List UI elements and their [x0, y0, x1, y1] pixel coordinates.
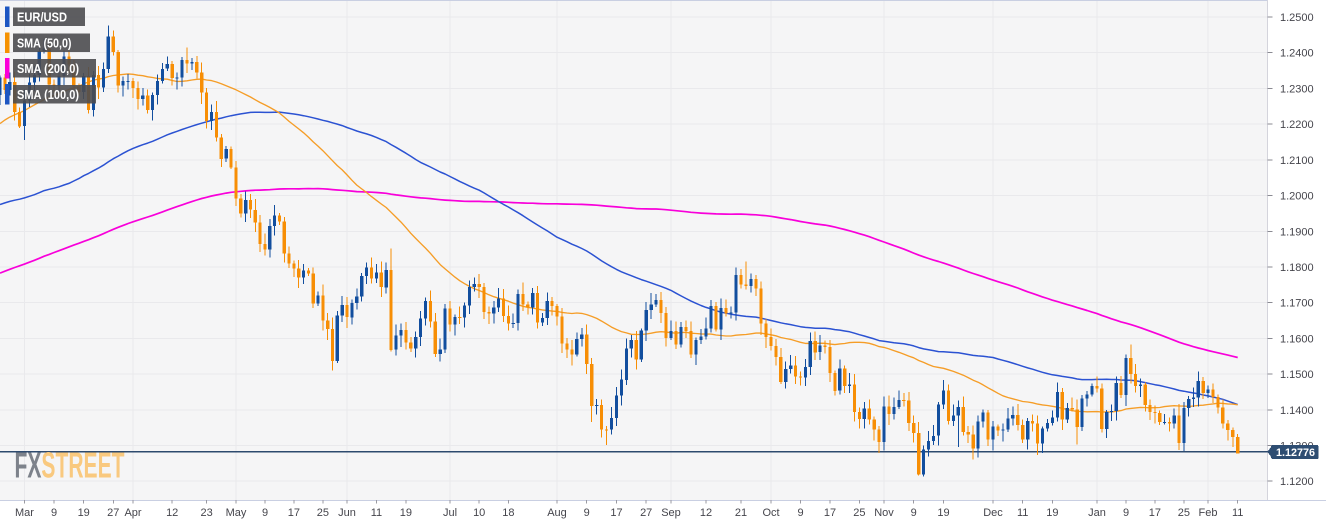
svg-text:Jan: Jan: [1088, 507, 1106, 519]
svg-text:21: 21: [735, 507, 747, 519]
svg-text:Nov: Nov: [874, 507, 894, 519]
svg-text:1.1400: 1.1400: [1280, 405, 1314, 417]
svg-text:EUR/USD: EUR/USD: [17, 10, 67, 25]
svg-text:25: 25: [317, 507, 329, 519]
svg-text:27: 27: [640, 507, 652, 519]
svg-text:1.2100: 1.2100: [1280, 155, 1314, 167]
svg-text:17: 17: [824, 507, 836, 519]
svg-text:1.2200: 1.2200: [1280, 119, 1314, 131]
svg-text:11: 11: [1017, 507, 1028, 519]
svg-text:27: 27: [107, 507, 119, 519]
svg-text:Aug: Aug: [547, 507, 567, 519]
svg-text:9: 9: [797, 507, 803, 519]
svg-text:FXSTREET: FXSTREET: [15, 446, 125, 486]
svg-text:9: 9: [584, 507, 590, 519]
svg-text:9: 9: [262, 507, 268, 519]
svg-text:Jun: Jun: [338, 507, 356, 519]
svg-text:1.1200: 1.1200: [1280, 476, 1314, 488]
svg-text:9: 9: [911, 507, 917, 519]
svg-text:1.1600: 1.1600: [1280, 333, 1314, 345]
svg-text:18: 18: [502, 507, 514, 519]
svg-text:1.1800: 1.1800: [1280, 262, 1314, 274]
svg-text:Mar: Mar: [15, 507, 34, 519]
svg-text:10: 10: [473, 507, 485, 519]
svg-text:1.2400: 1.2400: [1280, 48, 1314, 60]
svg-text:17: 17: [1149, 507, 1161, 519]
svg-text:19: 19: [1046, 507, 1058, 519]
svg-text:1.1900: 1.1900: [1280, 226, 1314, 238]
svg-text:1.2300: 1.2300: [1280, 83, 1314, 95]
svg-text:Feb: Feb: [1199, 507, 1218, 519]
svg-text:1.12776: 1.12776: [1276, 447, 1315, 459]
svg-text:19: 19: [937, 507, 949, 519]
svg-text:17: 17: [288, 507, 300, 519]
svg-text:11: 11: [371, 507, 382, 519]
svg-text:1.1700: 1.1700: [1280, 298, 1314, 310]
svg-text:9: 9: [1123, 507, 1129, 519]
svg-text:1.2000: 1.2000: [1280, 191, 1314, 203]
svg-text:12: 12: [166, 507, 178, 519]
svg-text:May: May: [226, 507, 247, 519]
svg-text:1.1500: 1.1500: [1280, 369, 1314, 381]
svg-text:19: 19: [78, 507, 90, 519]
svg-text:9: 9: [51, 507, 57, 519]
svg-text:SMA (200,0): SMA (200,0): [17, 61, 79, 76]
svg-text:23: 23: [200, 507, 212, 519]
svg-text:Dec: Dec: [983, 507, 1003, 519]
svg-text:12: 12: [700, 507, 712, 519]
svg-text:17: 17: [610, 507, 622, 519]
svg-text:Sep: Sep: [661, 507, 681, 519]
svg-text:11: 11: [1232, 507, 1243, 519]
svg-text:1.2500: 1.2500: [1280, 12, 1314, 24]
svg-text:Oct: Oct: [762, 507, 779, 519]
svg-text:SMA (50,0): SMA (50,0): [17, 35, 72, 50]
svg-text:25: 25: [1178, 507, 1190, 519]
svg-text:19: 19: [400, 507, 412, 519]
svg-text:Jul: Jul: [443, 507, 457, 519]
svg-text:SMA (100,0): SMA (100,0): [17, 87, 79, 102]
svg-text:Apr: Apr: [124, 507, 141, 519]
svg-text:25: 25: [853, 507, 865, 519]
